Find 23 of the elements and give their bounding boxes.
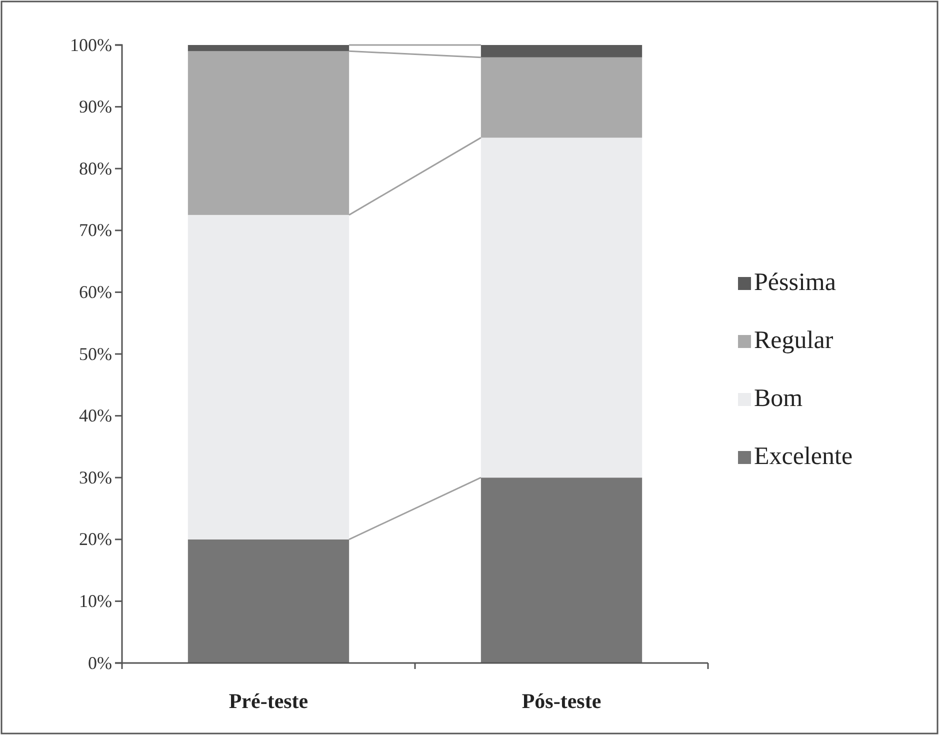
y-tick-label: 80%	[79, 158, 112, 178]
y-tick-label: 50%	[79, 344, 112, 364]
y-tick-label: 20%	[79, 529, 112, 550]
y-tick-label: 60%	[79, 282, 112, 302]
y-tick-label: 90%	[79, 96, 112, 117]
legend-label: Bom	[754, 385, 804, 412]
bar	[480, 138, 642, 478]
legend-label: Excelente	[754, 443, 853, 470]
y-tick-label: 70%	[79, 220, 112, 240]
bar	[188, 214, 350, 540]
x-tick-label: Pré-teste	[228, 689, 308, 713]
bar	[188, 539, 350, 663]
y-tick-label: 40%	[79, 406, 112, 426]
y-tick-label: 10%	[79, 590, 112, 611]
legend-label: Péssima	[754, 269, 836, 296]
x-tick-label: Pós-teste	[522, 689, 602, 713]
y-tick-label: 100%	[70, 34, 112, 55]
legend-label: Regular	[754, 327, 834, 354]
bar	[188, 45, 350, 52]
bar	[480, 478, 642, 663]
y-tick-label: 30%	[79, 467, 112, 488]
bar	[480, 45, 642, 58]
y-tick-label: 0%	[88, 652, 112, 673]
